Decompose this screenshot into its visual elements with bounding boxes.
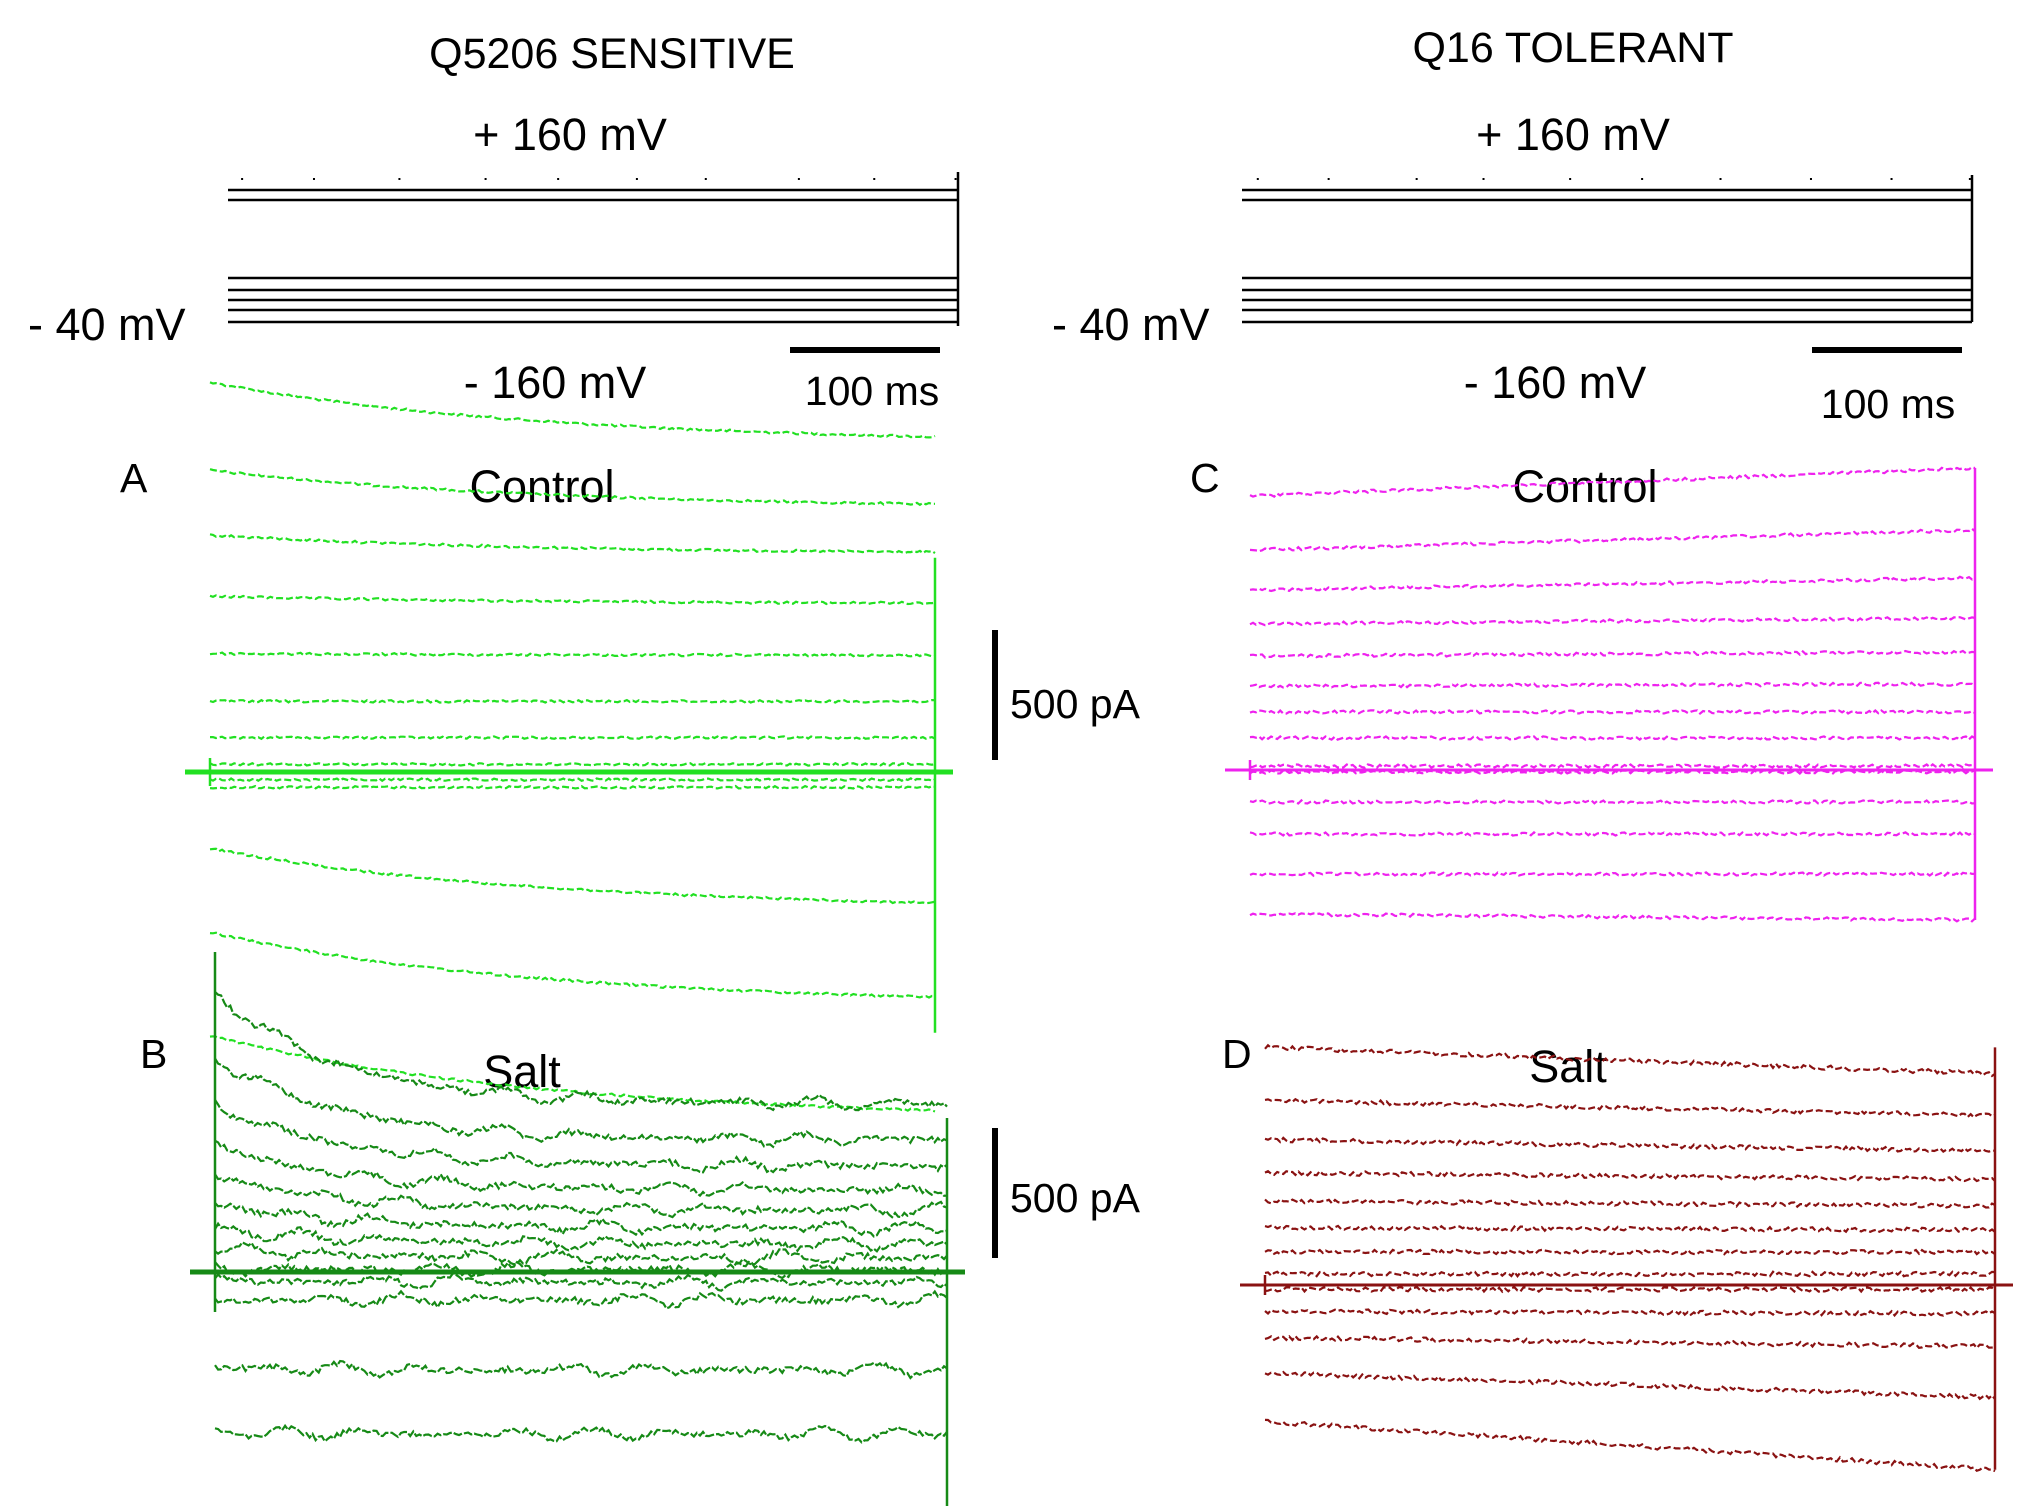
protocol-sensitive-artifact-dot (398, 178, 401, 180)
panel-d-trace (1264, 1418, 1996, 1473)
protocol-tolerant-steps (1242, 175, 1974, 324)
panel-a-traces (185, 381, 953, 1113)
panel-a-trace (209, 931, 936, 999)
protocol-sensitive-artifact-dot (484, 178, 487, 180)
panel-d-trace (1264, 1198, 1996, 1209)
panel-b-trace (214, 1221, 948, 1253)
panel-d-trace (1264, 1308, 1996, 1318)
panel-b-traces (190, 952, 965, 1506)
protocol-tolerant-artifact-dot (1256, 178, 1259, 180)
panel-d-trace (1264, 1043, 1996, 1078)
protocol-sensitive-artifact-dot (241, 178, 244, 180)
panel-a-trace (209, 784, 936, 790)
panel-a-current-scale-label: 500 pA (1010, 681, 1141, 727)
panel-d-trace (1264, 1136, 1995, 1153)
panel-c-traces (1225, 465, 1993, 923)
protocol-sensitive-artifact-dot (635, 178, 638, 180)
panel-a-trace (209, 761, 936, 767)
panel-c-trace (1249, 871, 1976, 878)
panel-b-trace (214, 1057, 948, 1149)
protocol-tolerant-artifact-dot (1809, 178, 1812, 180)
protocol-tolerant-artifact-dot (1641, 178, 1644, 180)
protocol-tolerant-time-scale-label: 100 ms (1821, 381, 1955, 427)
protocol-sensitive-time-scale-label: 100 ms (805, 368, 939, 414)
panel-b-letter: B (140, 1031, 167, 1077)
panel-d-trace (1264, 1270, 1996, 1279)
protocol-sensitive-artifact-dot (797, 178, 800, 180)
panel-c-trace (1249, 527, 1976, 553)
protocol-tolerant-artifact-dot (1327, 178, 1330, 180)
panel-a-trace (210, 735, 936, 741)
panel-d-trace (1264, 1248, 1996, 1256)
panel-d-trace (1264, 1169, 1996, 1183)
panel-c-trace (1249, 616, 1976, 627)
protocol-tolerant-bottom-label: - 160 mV (1464, 357, 1647, 408)
panel-a-trace (209, 847, 936, 905)
panel-a-trace (209, 381, 936, 439)
panel-c-trace (1249, 734, 1976, 741)
panel-b-trace (214, 1423, 948, 1444)
panel-b-condition: Salt (483, 1046, 561, 1097)
protocol-sensitive-top-label: + 160 mV (473, 109, 667, 160)
protocol-sensitive-artifact-dot (704, 178, 707, 180)
panel-b-trace (214, 1289, 948, 1310)
protocol-sensitive-artifact-dot (873, 178, 876, 180)
protocol-tolerant-artifact-dot (1719, 178, 1722, 180)
panel-c-trace (1249, 575, 1976, 593)
protocol-sensitive-artifact-dot (312, 178, 315, 180)
panel-d-condition: Salt (1529, 1041, 1607, 1092)
panel-a-condition: Control (469, 461, 614, 512)
protocol-tolerant-artifact-dot (1482, 178, 1485, 180)
panel-d-traces (1240, 1043, 2013, 1473)
protocol-sensitive-artifact-dot (954, 178, 957, 180)
panel-b-trace (214, 991, 948, 1112)
panel-b-current-scale-label: 500 pA (1010, 1175, 1141, 1221)
panel-d-trace (1264, 1370, 1996, 1401)
panel-c-trace (1249, 830, 1976, 837)
panel-c-trace (1249, 465, 1976, 498)
panel-a-trace (209, 1035, 936, 1113)
panel-c-trace (1249, 681, 1976, 689)
panel-c-trace (1249, 768, 1976, 775)
panel-b-trace (214, 1139, 948, 1198)
panel-c-letter: C (1190, 455, 1220, 501)
protocol-tolerant-artifact-dot (1968, 178, 1971, 180)
protocol-sensitive-artifact-dot (557, 178, 560, 180)
panel-d-letter: D (1222, 1031, 1252, 1077)
panel-c-trace (1249, 708, 1976, 715)
protocol-sensitive-title: Q5206 SENSITIVE (429, 30, 795, 78)
panel-c-trace (1249, 912, 1976, 923)
panel-a-trace (209, 651, 936, 658)
panel-a-trace (209, 468, 935, 507)
panel-c-trace (1249, 762, 1976, 769)
protocol-tolerant-artifact-dot (1890, 178, 1893, 180)
protocol-tolerant-title: Q16 TOLERANT (1412, 24, 1733, 72)
panel-a-trace (209, 777, 936, 783)
panel-a-trace (209, 533, 936, 555)
protocol-tolerant-artifact-dot (1415, 178, 1418, 180)
panel-b-trace (214, 1272, 948, 1292)
protocol-sensitive-bottom-label: - 160 mV (464, 357, 647, 408)
panel-a-trace (209, 698, 936, 704)
panel-b-trace (214, 1099, 948, 1174)
panel-b-trace (214, 1173, 948, 1219)
panel-d-trace (1264, 1224, 1996, 1234)
panel-d-trace (1264, 1097, 1996, 1119)
panel-c-condition: Control (1512, 461, 1657, 512)
panel-a-trace (209, 594, 936, 606)
panel-d-trace (1264, 1285, 1996, 1294)
panel-d-trace (1264, 1334, 1996, 1350)
protocol-sensitive-holding-label: - 40 mV (28, 299, 186, 350)
panel-c-trace (1249, 798, 1976, 806)
panel-b-trace (214, 1359, 948, 1380)
protocol-tolerant-holding-label: - 40 mV (1052, 299, 1210, 350)
panel-b-trace (214, 1241, 948, 1266)
protocol-tolerant-artifact-dot (1569, 178, 1572, 180)
panel-c-trace (1249, 649, 1976, 659)
panel-b-trace (214, 1202, 948, 1238)
panel-a-letter: A (120, 455, 148, 501)
protocol-sensitive-steps (228, 172, 960, 326)
protocol-tolerant-top-label: + 160 mV (1476, 109, 1670, 160)
